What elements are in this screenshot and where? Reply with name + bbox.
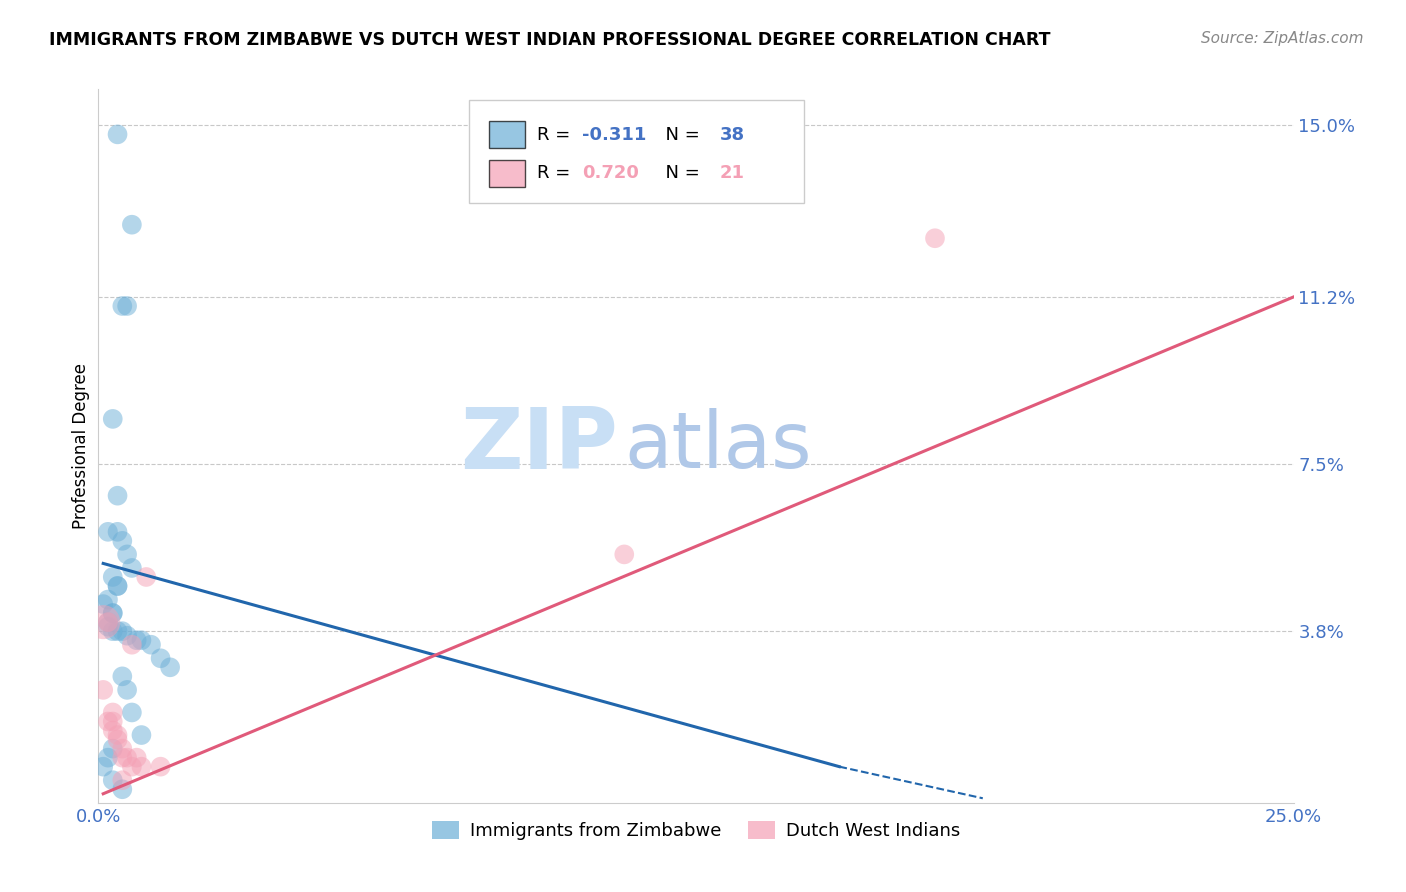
- Text: 21: 21: [720, 164, 745, 182]
- Point: [115, 299, 138, 313]
- Point: [97, 615, 120, 629]
- Point: [107, 579, 129, 593]
- Point: [91, 615, 114, 629]
- Point: [121, 561, 143, 575]
- Point: [125, 633, 148, 648]
- Text: 0.720: 0.720: [582, 164, 640, 182]
- Point: [121, 706, 143, 720]
- Point: [101, 714, 124, 729]
- Point: [125, 750, 148, 764]
- Point: [107, 489, 129, 503]
- Point: [97, 524, 120, 539]
- Point: [101, 723, 124, 738]
- Point: [97, 714, 120, 729]
- Y-axis label: Professional Degree: Professional Degree: [72, 363, 90, 529]
- Point: [101, 741, 124, 756]
- Text: ZIP: ZIP: [461, 404, 619, 488]
- Point: [107, 128, 129, 142]
- Point: [91, 597, 114, 611]
- Point: [107, 579, 129, 593]
- Point: [111, 750, 134, 764]
- Point: [107, 524, 129, 539]
- Point: [97, 592, 120, 607]
- Point: [111, 782, 134, 797]
- Text: atlas: atlas: [624, 408, 811, 484]
- Point: [149, 759, 172, 773]
- Point: [101, 570, 124, 584]
- Point: [159, 660, 181, 674]
- Text: IMMIGRANTS FROM ZIMBABWE VS DUTCH WEST INDIAN PROFESSIONAL DEGREE CORRELATION CH: IMMIGRANTS FROM ZIMBABWE VS DUTCH WEST I…: [49, 31, 1050, 49]
- Point: [115, 682, 138, 697]
- FancyBboxPatch shape: [470, 100, 804, 203]
- Point: [107, 732, 129, 747]
- Point: [111, 533, 134, 548]
- Point: [107, 624, 129, 639]
- Point: [121, 218, 143, 232]
- Point: [115, 629, 138, 643]
- Point: [101, 624, 124, 639]
- Text: -0.311: -0.311: [582, 126, 647, 144]
- FancyBboxPatch shape: [489, 121, 524, 148]
- Point: [101, 606, 124, 620]
- Point: [97, 750, 120, 764]
- Point: [121, 759, 143, 773]
- Point: [131, 633, 153, 648]
- Point: [115, 750, 138, 764]
- Text: R =: R =: [537, 126, 576, 144]
- Point: [91, 682, 114, 697]
- Point: [101, 606, 124, 620]
- Point: [111, 773, 134, 788]
- Text: 38: 38: [720, 126, 745, 144]
- Text: R =: R =: [537, 164, 576, 182]
- Point: [924, 231, 946, 245]
- Point: [111, 624, 134, 639]
- Point: [131, 759, 153, 773]
- Text: N =: N =: [654, 126, 706, 144]
- Text: Source: ZipAtlas.com: Source: ZipAtlas.com: [1201, 31, 1364, 46]
- Point: [131, 728, 153, 742]
- Point: [101, 773, 124, 788]
- Point: [115, 548, 138, 562]
- Point: [613, 548, 636, 562]
- Point: [149, 651, 172, 665]
- Point: [91, 759, 114, 773]
- Point: [97, 620, 120, 634]
- Point: [135, 570, 157, 584]
- Point: [111, 741, 134, 756]
- FancyBboxPatch shape: [489, 160, 524, 187]
- Point: [101, 706, 124, 720]
- Point: [101, 412, 124, 426]
- Point: [97, 615, 120, 629]
- Point: [121, 638, 143, 652]
- Point: [107, 728, 129, 742]
- Text: N =: N =: [654, 164, 706, 182]
- Point: [139, 638, 162, 652]
- Point: [111, 669, 134, 683]
- Legend: Immigrants from Zimbabwe, Dutch West Indians: Immigrants from Zimbabwe, Dutch West Ind…: [425, 814, 967, 847]
- Point: [111, 299, 134, 313]
